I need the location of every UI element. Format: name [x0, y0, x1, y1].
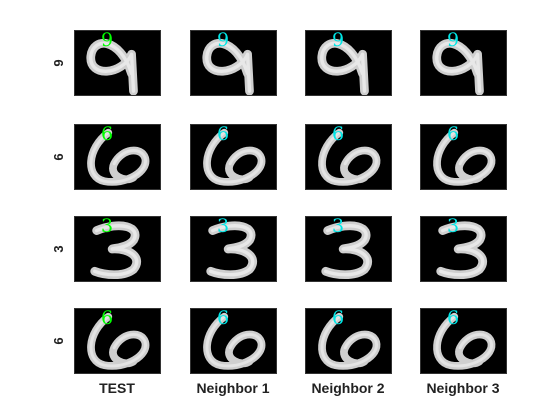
column-title: Neighbor 3 [426, 380, 500, 396]
digit-image [75, 217, 160, 281]
digit-image-panel: 3 [420, 216, 507, 282]
digit-image [306, 125, 391, 189]
digit-image-panel: 9 [305, 30, 392, 96]
digit-image [306, 31, 391, 95]
digit-image-panel: 6 [420, 124, 507, 190]
digit-image-panel: 6 [190, 124, 277, 190]
row-label: 9 [50, 59, 66, 67]
digit-class-label: 9 [331, 30, 345, 51]
digit-class-label: 6 [100, 308, 114, 329]
digit-image [421, 31, 506, 95]
digit-image-panel: 6 [420, 308, 507, 374]
digit-class-label: 6 [446, 308, 460, 329]
digit-class-label: 3 [100, 216, 114, 237]
digit-class-label: 6 [100, 124, 114, 145]
digit-class-label: 6 [216, 308, 230, 329]
digit-image [75, 31, 160, 95]
digit-image [191, 309, 276, 373]
column-title: Neighbor 1 [196, 380, 270, 396]
digit-class-label: 3 [331, 216, 345, 237]
digit-image-panel: 3 [305, 216, 392, 282]
digit-image [75, 309, 160, 373]
digit-image [191, 125, 276, 189]
digit-image [421, 217, 506, 281]
digit-class-label: 9 [100, 30, 114, 51]
digit-class-label: 9 [446, 30, 460, 51]
digit-image-panel: 3 [74, 216, 161, 282]
digit-image [306, 309, 391, 373]
digit-image-panel: 9 [190, 30, 277, 96]
column-title: TEST [99, 380, 135, 396]
digit-image-panel: 6 [305, 308, 392, 374]
column-title: Neighbor 2 [311, 380, 385, 396]
row-label: 6 [50, 153, 66, 161]
digit-class-label: 3 [446, 216, 460, 237]
digit-image [306, 217, 391, 281]
digit-image-panel: 6 [190, 308, 277, 374]
digit-image-panel: 3 [190, 216, 277, 282]
digit-image [421, 125, 506, 189]
digit-image [191, 31, 276, 95]
digit-image-panel: 6 [74, 308, 161, 374]
digit-image-panel: 6 [74, 124, 161, 190]
digit-image [191, 217, 276, 281]
digit-image-panel: 9 [74, 30, 161, 96]
digit-class-label: 3 [216, 216, 230, 237]
digit-class-label: 6 [331, 124, 345, 145]
digit-image-panel: 9 [420, 30, 507, 96]
digit-class-label: 6 [216, 124, 230, 145]
digit-image [75, 125, 160, 189]
digit-image [421, 309, 506, 373]
row-label: 6 [50, 337, 66, 345]
digit-class-label: 6 [331, 308, 345, 329]
row-label: 3 [50, 245, 66, 253]
digit-class-label: 6 [446, 124, 460, 145]
digit-class-label: 9 [216, 30, 230, 51]
digit-image-panel: 6 [305, 124, 392, 190]
